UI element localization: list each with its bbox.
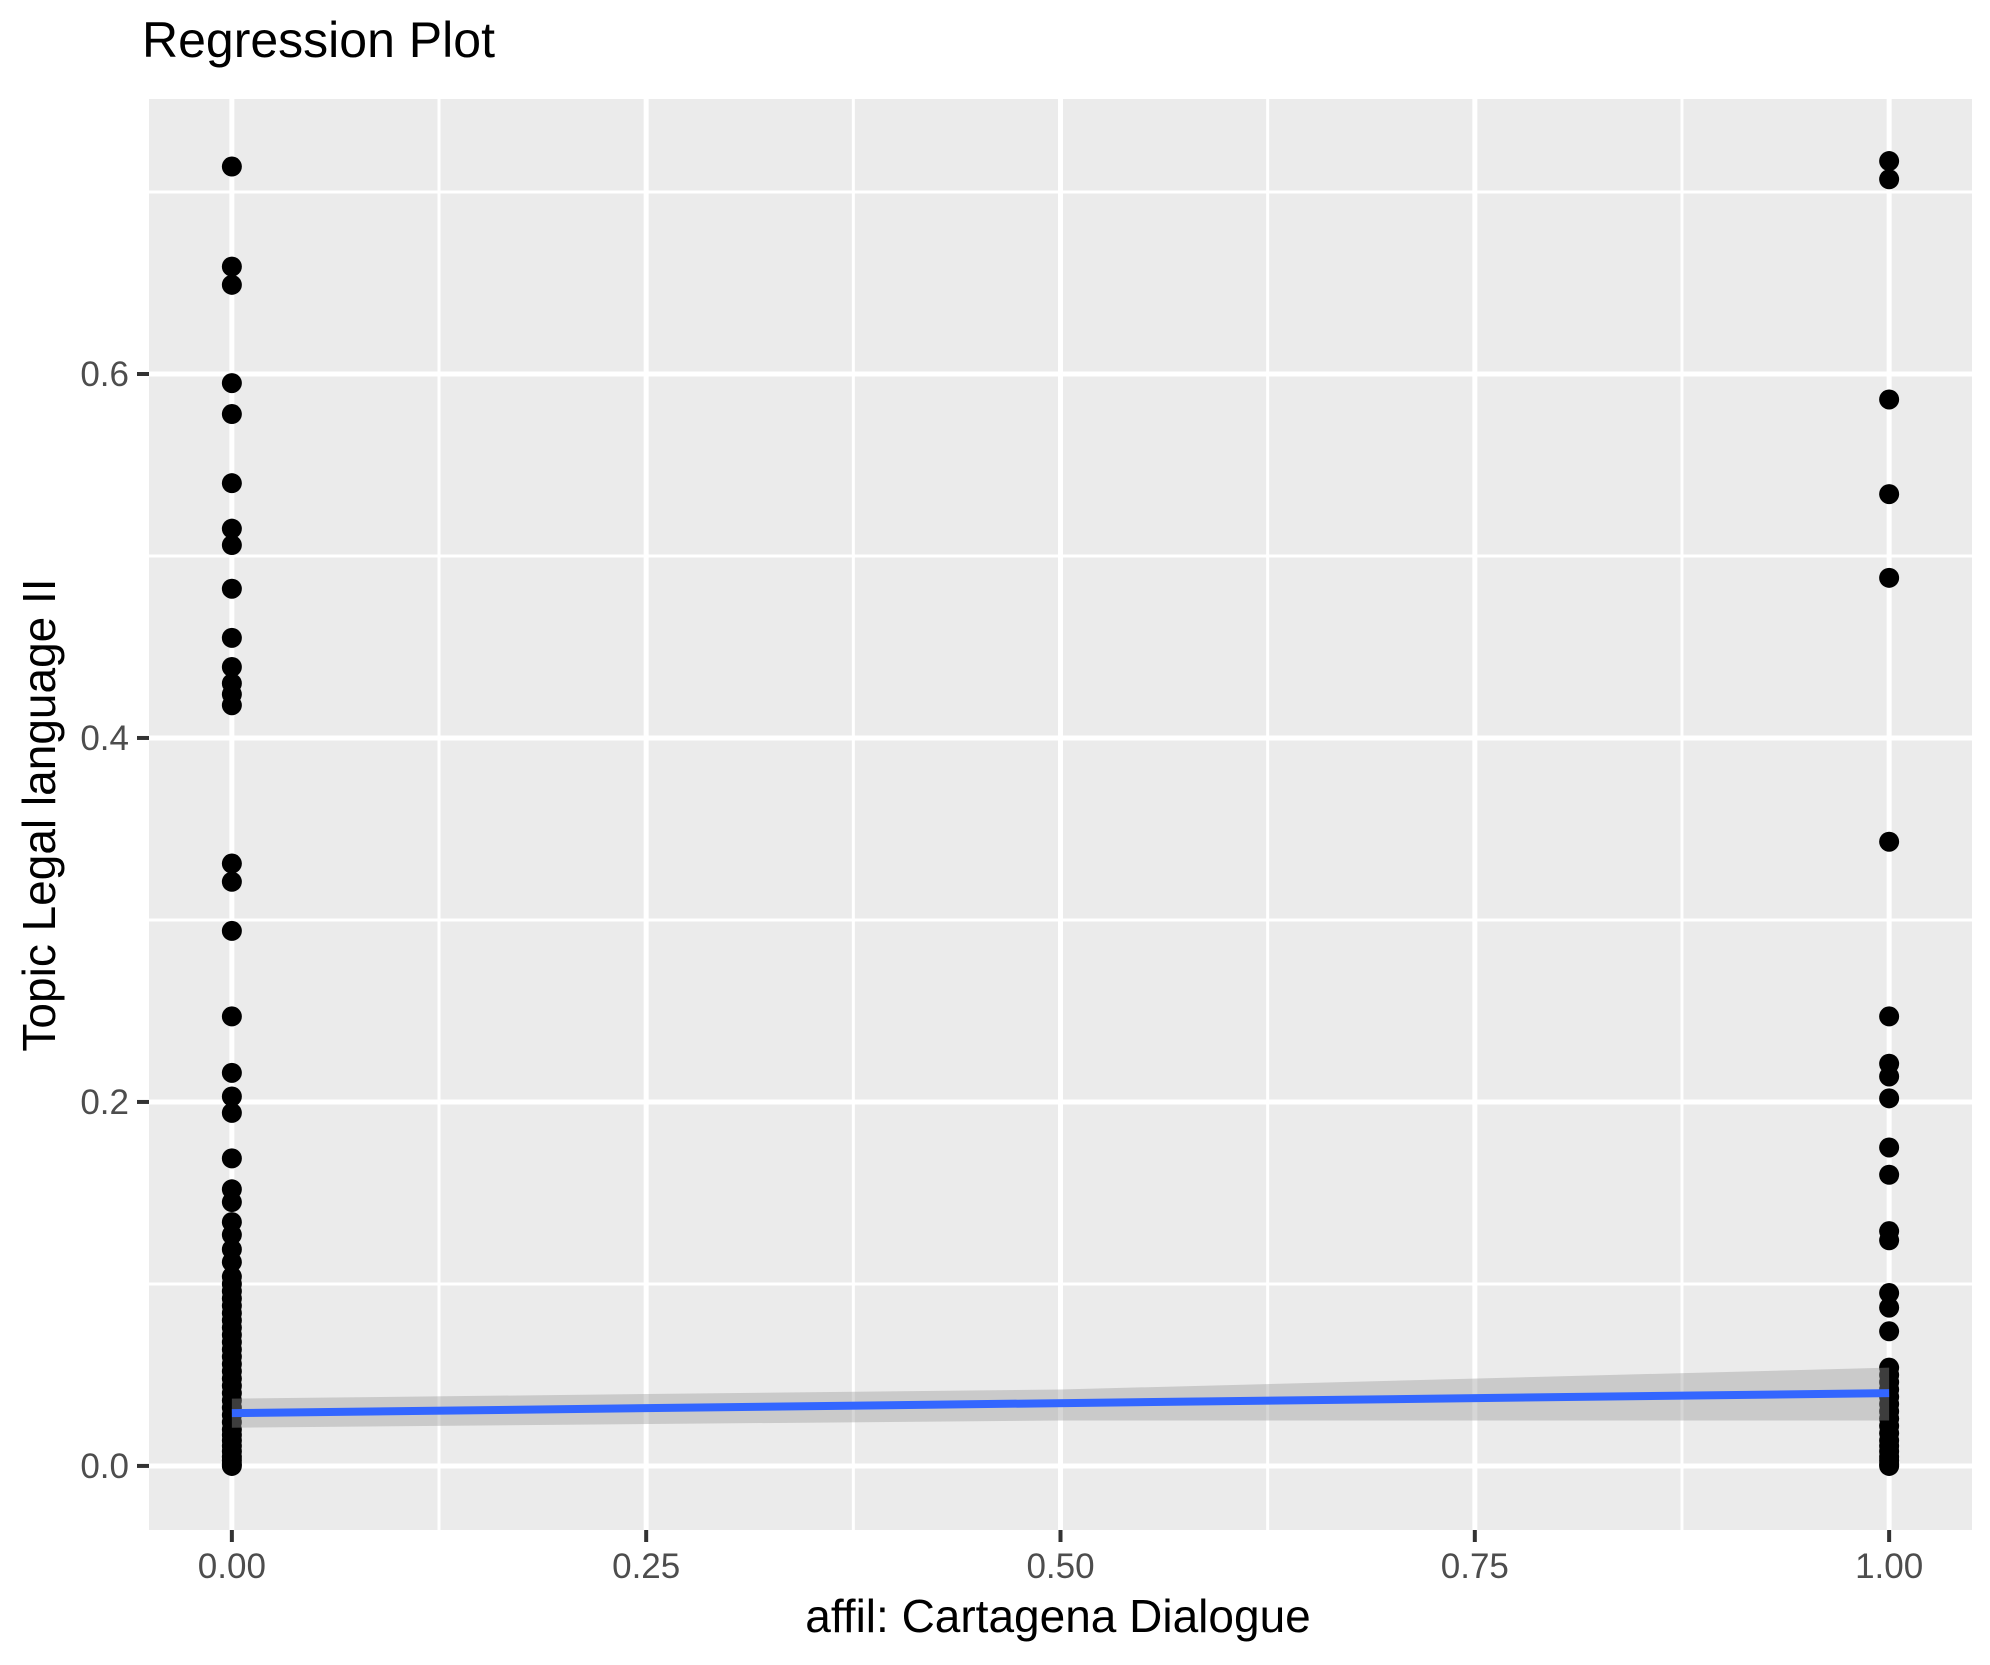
data-point (221, 1062, 242, 1083)
data-point (221, 627, 242, 648)
data-point (1879, 1164, 1900, 1185)
data-point (1879, 169, 1900, 190)
data-point (1879, 1455, 1900, 1476)
data-point (221, 404, 242, 425)
data-point (221, 518, 242, 539)
data-point (221, 1086, 242, 1107)
data-point (221, 535, 242, 556)
data-point (221, 1455, 242, 1476)
data-point (221, 1006, 242, 1027)
points-layer (221, 151, 1900, 1476)
data-point (221, 695, 242, 716)
data-point (1879, 1137, 1900, 1158)
plot-title: Regression Plot (142, 12, 495, 68)
confidence-band (231, 1367, 1890, 1428)
data-point (221, 1252, 242, 1273)
data-point (221, 473, 242, 494)
data-point (221, 578, 242, 599)
data-point (1879, 1321, 1900, 1342)
data-point (1879, 484, 1900, 505)
x-tick-label: 0.75 (1441, 1547, 1509, 1586)
data-point (221, 656, 242, 677)
data-point (1879, 1006, 1900, 1027)
data-point (221, 1148, 242, 1169)
smooth-layer (231, 1367, 1890, 1428)
data-point (221, 871, 242, 892)
data-point (221, 1224, 242, 1245)
y-tick-label: 0.6 (80, 355, 129, 394)
x-tick-label: 1.00 (1855, 1547, 1923, 1586)
x-tick-label: 0.50 (1026, 1547, 1094, 1586)
y-axis-title: Topic Legal language II (13, 578, 65, 1051)
y-tick-label: 0.4 (80, 719, 129, 758)
data-point (1879, 151, 1900, 172)
data-point (1879, 1297, 1900, 1318)
x-tick-label: 0.25 (612, 1547, 680, 1586)
data-point (1879, 567, 1900, 588)
data-point (1879, 1283, 1900, 1304)
data-point (221, 256, 242, 277)
data-point (221, 853, 242, 874)
data-point (221, 920, 242, 941)
x-tick-label: 0.00 (198, 1547, 266, 1586)
data-point (1879, 1066, 1900, 1087)
data-point (221, 1192, 242, 1213)
y-tick-label: 0.0 (80, 1447, 129, 1486)
y-tick-label: 0.2 (80, 1083, 129, 1122)
data-point (221, 1102, 242, 1123)
data-point (1879, 389, 1900, 410)
grid-layer (149, 99, 1972, 1530)
data-point (221, 274, 242, 295)
data-point (221, 156, 242, 177)
data-point (1879, 831, 1900, 852)
axes-layer: 0.0 0.2 0.4 0.6 0.00 0.25 0.50 0.75 1.00 (80, 355, 1923, 1586)
data-point (221, 373, 242, 394)
x-axis-title: affil: Cartagena Dialogue (805, 1590, 1310, 1642)
regression-line (231, 1389, 1890, 1418)
data-point (1879, 1088, 1900, 1109)
data-point (1879, 1230, 1900, 1251)
